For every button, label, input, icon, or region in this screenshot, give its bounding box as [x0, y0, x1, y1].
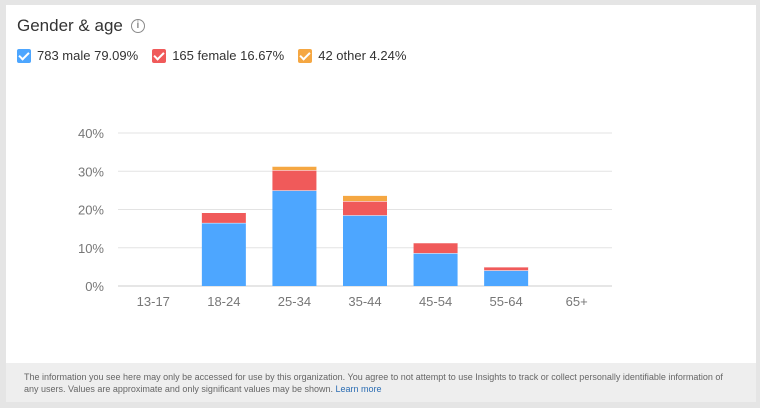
bar-other-25-34[interactable]: [272, 166, 317, 171]
bar-other-35-44[interactable]: [343, 195, 387, 202]
bar-female-45-54[interactable]: [413, 242, 458, 254]
bar-female-55-64[interactable]: [484, 266, 529, 271]
legend-label-female: 165 female 16.67%: [172, 48, 285, 63]
bar-male-45-54[interactable]: [413, 253, 458, 286]
legend-label-male: 783 male 79.09%: [37, 48, 139, 63]
x-tick-label: 18-24: [207, 294, 240, 309]
x-tick-label: 13-17: [137, 294, 170, 309]
bar-male-35-44[interactable]: [343, 215, 387, 286]
y-tick-label: 20%: [78, 203, 104, 218]
bar-female-18-24[interactable]: [201, 212, 246, 223]
footer-text: The information you see here may only be…: [24, 372, 723, 394]
y-tick-label: 30%: [78, 164, 104, 179]
bar-female-35-44[interactable]: [343, 201, 387, 216]
legend-label-other: 42 other 4.24%: [318, 48, 407, 63]
card-header: Gender & age i: [17, 16, 145, 36]
checkbox-female[interactable]: [152, 48, 167, 63]
legend-item-female[interactable]: 165 female 16.67%: [152, 48, 284, 63]
x-tick-label: 55-64: [490, 294, 523, 309]
y-tick-label: 10%: [78, 241, 104, 256]
card-title: Gender & age: [17, 16, 123, 35]
bar-male-18-24[interactable]: [201, 222, 246, 286]
x-tick-label: 35-44: [348, 294, 381, 309]
legend: 783 male 79.09% 165 female 16.67% 42 oth…: [17, 48, 406, 63]
y-tick-label: 40%: [78, 126, 104, 141]
learn-more-link[interactable]: Learn more: [335, 384, 382, 394]
age-bar-chart: 0% 10% 20% 30% 40% 13-17 18-24 25-34 35-44 45-54 5…: [78, 126, 612, 309]
legend-item-other[interactable]: 42 other 4.24%: [298, 48, 406, 63]
legend-item-male[interactable]: 783 male 79.09%: [17, 48, 138, 63]
footer-disclaimer: The information you see here may only be…: [6, 363, 756, 402]
checkbox-other[interactable]: [298, 48, 313, 63]
bar-female-25-34[interactable]: [272, 170, 317, 191]
checkbox-male[interactable]: [17, 48, 31, 63]
x-tick-label: 65+: [566, 294, 588, 309]
y-tick-label: 0%: [85, 279, 104, 294]
x-tick-label: 45-54: [419, 294, 452, 309]
info-icon[interactable]: i: [130, 19, 145, 33]
bar-male-25-34[interactable]: [272, 190, 317, 286]
x-tick-label: 25-34: [278, 294, 311, 309]
bar-male-55-64[interactable]: [484, 270, 529, 286]
